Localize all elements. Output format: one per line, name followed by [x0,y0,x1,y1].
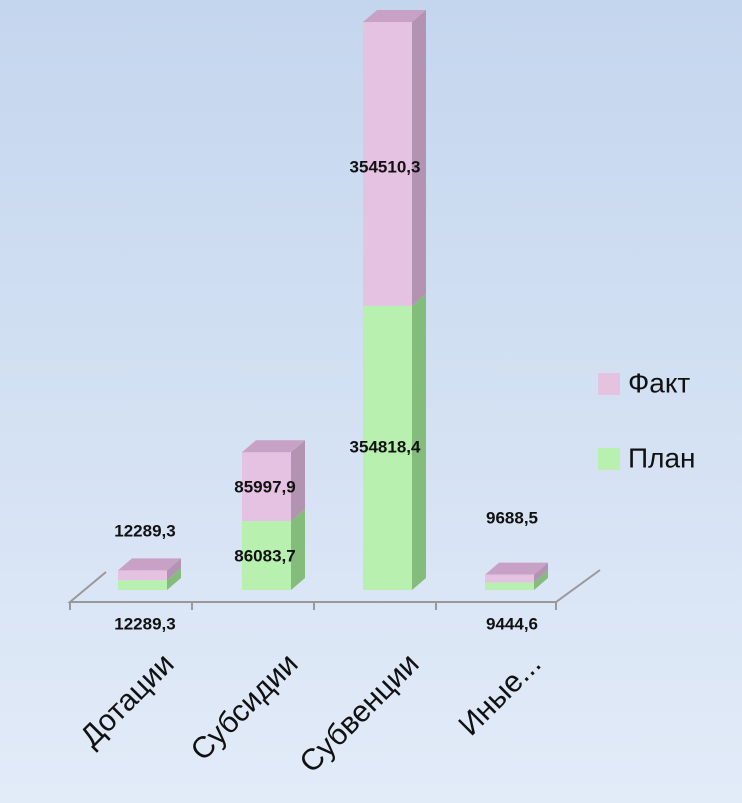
value-label: 354818,4 [350,437,421,456]
legend-swatch [598,373,620,395]
bar [363,22,412,306]
floor-axis [67,569,601,610]
value-label: 9444,6 [486,614,538,633]
bar-side [412,293,426,590]
legend-label: План [628,442,696,473]
bar-side [167,568,181,590]
legend-label: Факт [628,367,690,398]
bar-side [412,10,426,306]
value-label: 12289,3 [114,614,175,633]
bar-side [167,558,181,581]
bar-top [242,440,305,453]
value-label: 12289,3 [114,521,175,540]
bar-side [534,562,548,583]
bar [363,305,412,590]
value-label: 354510,3 [350,157,421,176]
bar [242,521,291,590]
bar [485,582,534,590]
bar-top [363,10,426,22]
value-label: 9688,5 [486,508,538,527]
bar [118,570,167,581]
legend-swatch [598,448,620,470]
bar-side [534,570,548,590]
value-label: 86083,7 [234,546,295,565]
bar [485,574,534,583]
bar [242,452,291,522]
bar-top [118,558,181,571]
value-label: 85997,9 [234,477,295,496]
bar-side [291,440,305,522]
bar-top [485,562,548,575]
bar [118,580,167,590]
bar-side [291,509,305,590]
